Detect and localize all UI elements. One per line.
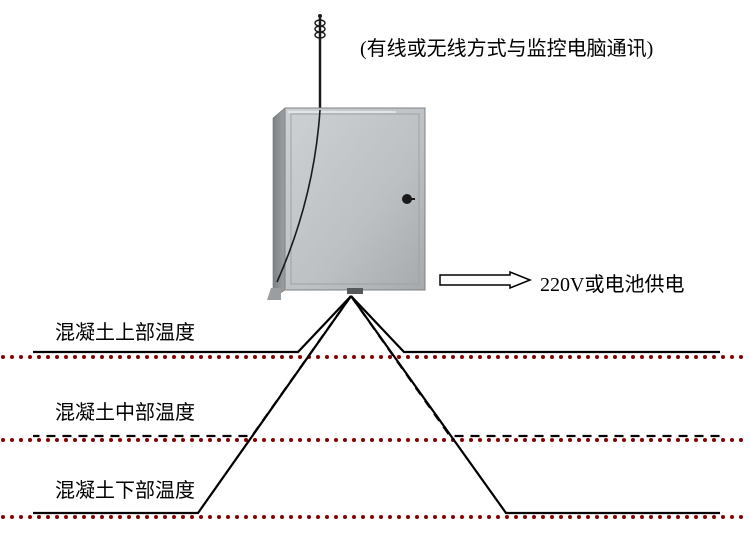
communication-note: (有线或无线方式与监控电脑通讯) [360,32,653,61]
sensor-top-label: 混凝土上部温度 [55,316,195,345]
antenna-icon [315,14,325,113]
power-label: 220V或电池供电 [540,268,684,297]
control-box-icon [267,108,425,300]
sensor-bottom-label: 混凝土下部温度 [55,474,195,503]
power-arrow [440,272,530,288]
sensor-middle-label: 混凝土中部温度 [55,396,195,425]
